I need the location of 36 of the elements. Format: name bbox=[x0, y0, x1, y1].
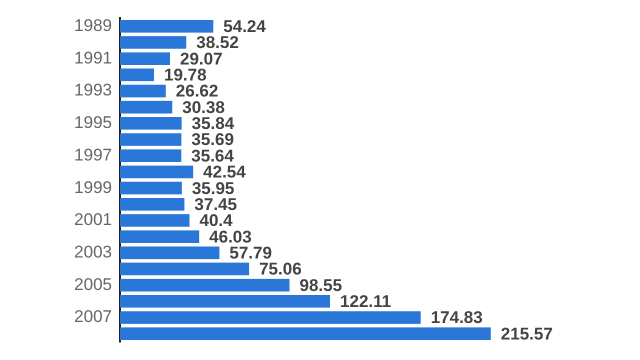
y-tick-label: 2007 bbox=[74, 307, 112, 326]
y-tick-label: 2001 bbox=[74, 210, 112, 230]
bar bbox=[120, 198, 184, 211]
data-label: 122.11 bbox=[340, 292, 392, 312]
bar bbox=[120, 133, 182, 146]
bar bbox=[120, 246, 220, 260]
bar bbox=[120, 149, 182, 162]
bar bbox=[120, 36, 186, 49]
bar bbox=[120, 100, 172, 114]
data-label: 215.57 bbox=[500, 324, 553, 344]
bar bbox=[120, 295, 330, 308]
y-tick-label: 1993 bbox=[74, 80, 112, 100]
bar bbox=[120, 230, 200, 243]
bar bbox=[120, 278, 290, 292]
data-label: 174.83 bbox=[430, 308, 483, 328]
bar bbox=[120, 262, 250, 276]
bar bbox=[120, 84, 166, 98]
bar bbox=[120, 327, 491, 340]
y-tick-label: 1995 bbox=[74, 113, 112, 132]
bar bbox=[120, 311, 421, 324]
y-tick-label: 2005 bbox=[74, 274, 112, 294]
bar bbox=[120, 182, 182, 194]
y-tick-label: 1999 bbox=[74, 178, 112, 197]
y-tick-label: 1991 bbox=[74, 48, 112, 68]
bar bbox=[120, 68, 154, 82]
bar bbox=[120, 166, 194, 178]
y-tick-label: 1989 bbox=[74, 16, 112, 35]
y-tick-label: 1997 bbox=[74, 145, 112, 164]
bar bbox=[120, 20, 214, 33]
bar bbox=[120, 117, 182, 130]
bar bbox=[120, 52, 170, 65]
data-label: 54.24 bbox=[223, 16, 266, 36]
data-label: 98.55 bbox=[300, 276, 342, 295]
y-tick-label: 2003 bbox=[74, 242, 112, 262]
bar bbox=[120, 214, 190, 227]
data-label: 75.06 bbox=[259, 260, 302, 279]
